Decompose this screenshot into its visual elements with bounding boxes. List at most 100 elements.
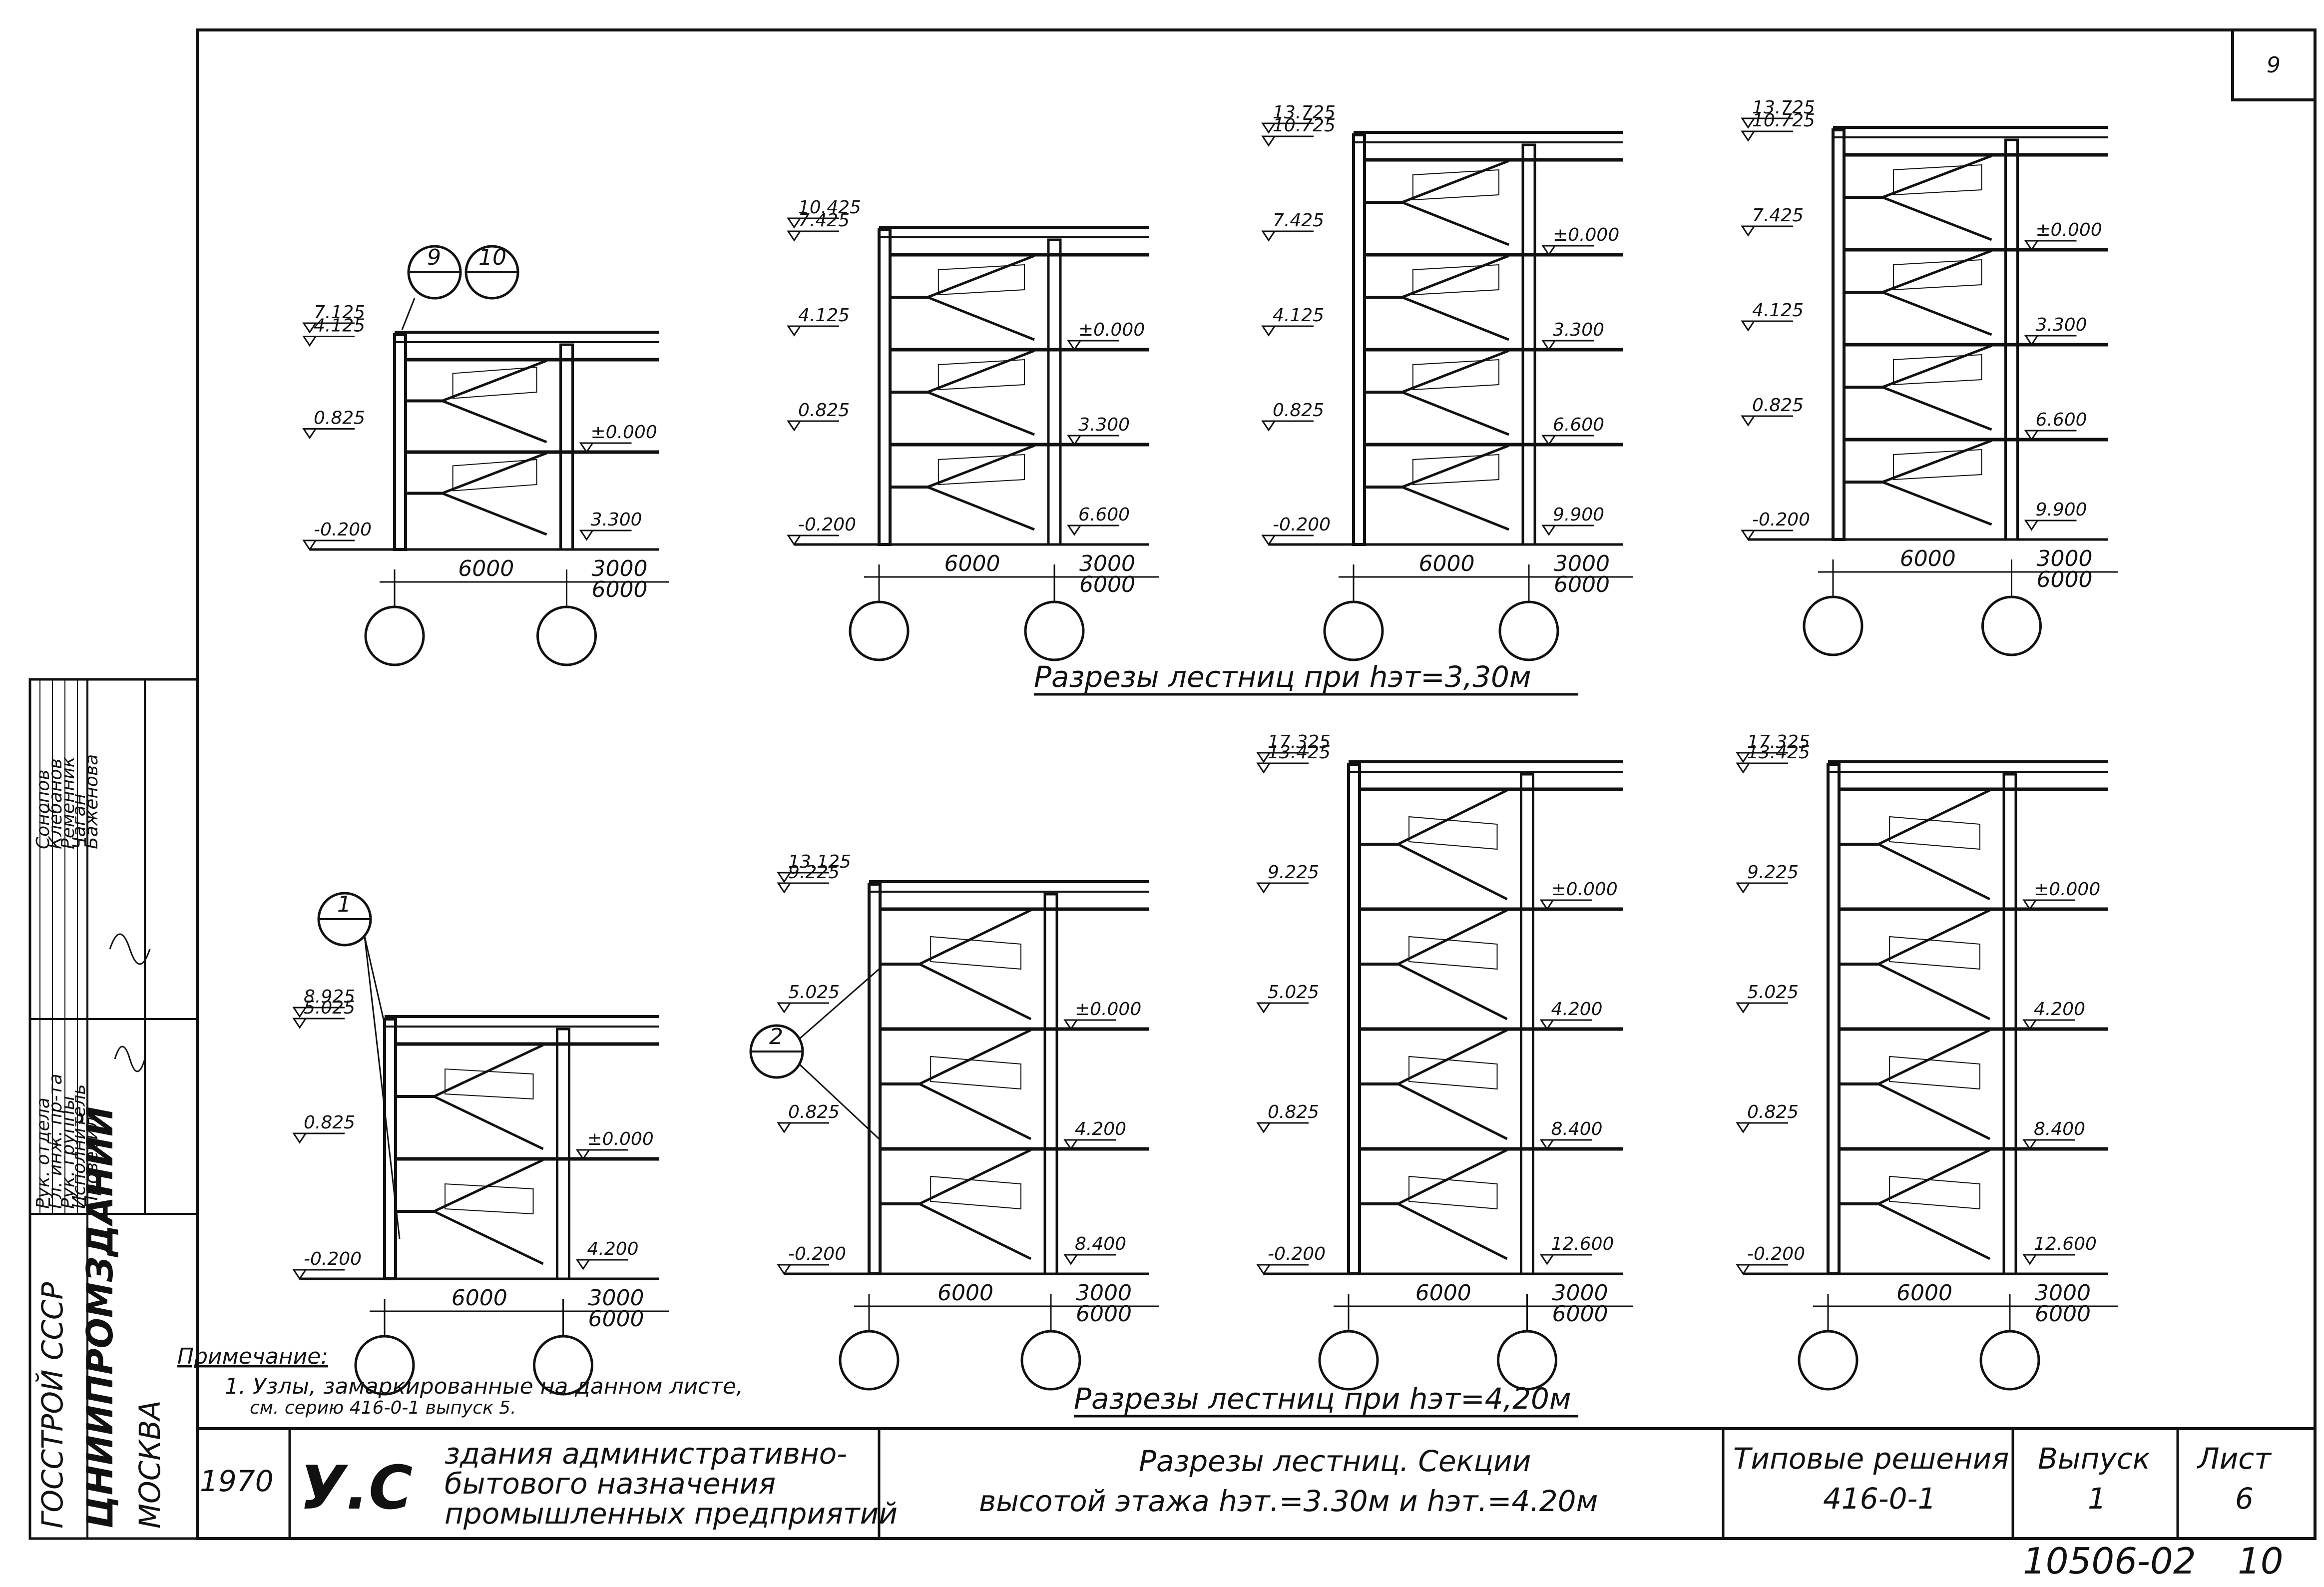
stair-flight <box>919 1148 1032 1205</box>
level-marker <box>777 882 792 894</box>
level-label: 4.200 <box>2034 999 2085 1020</box>
stair-railing <box>1412 454 1499 486</box>
corner-box <box>2231 28 2317 101</box>
axis-circle <box>1498 600 1559 661</box>
stair-flight <box>1882 249 1992 294</box>
level-label: ±0.000 <box>1553 225 1619 245</box>
mark-9: 9 <box>427 245 441 270</box>
axis-circle <box>1323 600 1384 661</box>
level-label: 7.425 <box>1752 205 1804 226</box>
level-marker <box>1736 1002 1751 1014</box>
stair-flight <box>1877 1202 1991 1260</box>
stair-railing <box>1889 1175 1980 1210</box>
level-marker <box>2024 520 2039 531</box>
level-label: 4.125 <box>314 316 365 336</box>
stair-railing <box>1408 816 1498 850</box>
level-label: -0.200 <box>1752 510 1810 530</box>
stair-railing <box>1412 169 1499 201</box>
axis-circle <box>364 605 425 666</box>
stamp-role-3: Рук. группы <box>58 1096 78 1209</box>
level-label: 7.425 <box>1273 210 1324 231</box>
level-marker <box>777 1122 792 1133</box>
stair-railing <box>1893 259 1982 291</box>
level-label: 3.300 <box>591 510 642 530</box>
dimension-label: 6000 <box>1900 546 1956 571</box>
stair-railing <box>930 1056 1021 1090</box>
dimension-label: 6000 <box>458 556 514 581</box>
stair-railing <box>1893 449 1982 481</box>
stamp-org-2: ЦНИИПРОМЗДАНИЙ <box>79 1106 121 1529</box>
stamp-name-3: Ременник <box>58 756 78 849</box>
stamp-role-5: Проверил <box>81 1116 102 1209</box>
caption-top: Разрезы лестниц при hэт=3,30м <box>1034 660 1531 694</box>
stair-flight <box>1397 963 1508 1021</box>
note-line-1: 1. Узлы, замаркированные на данном листе… <box>225 1374 743 1399</box>
corner-number: 9 <box>2267 52 2281 78</box>
mark-10: 10 <box>478 245 506 270</box>
stamp-name-1: Сонопов <box>33 769 53 849</box>
level-marker <box>1736 762 1751 774</box>
level-label: 3.300 <box>2036 315 2087 335</box>
stair-flight <box>1397 789 1508 846</box>
caption-bottom: Разрезы лестниц при hэт=4,20м <box>1074 1382 1571 1416</box>
level-label: 17.325 <box>1747 732 1810 752</box>
middle-column <box>1521 143 1536 546</box>
level-label: ±0.000 <box>1551 879 1618 900</box>
level-label: 10.725 <box>1273 115 1336 136</box>
level-label: 12.600 <box>2034 1234 2097 1254</box>
stair-flight <box>927 254 1035 299</box>
mark-2: 2 <box>769 1024 783 1050</box>
level-label: 4.125 <box>798 305 850 326</box>
stair-flight <box>1397 909 1508 966</box>
stair-flight <box>919 1029 1032 1085</box>
stair-railing <box>937 359 1025 391</box>
stair-flight <box>1401 159 1509 204</box>
level-marker <box>1261 420 1276 432</box>
level-marker <box>787 325 802 337</box>
signature-mark <box>109 933 151 965</box>
stamp-project-3: промышленных предприятий <box>445 1497 898 1531</box>
stair-flight <box>919 1202 1032 1260</box>
dimension-label: 3000 <box>1552 1280 1608 1306</box>
level-label: 8.400 <box>2034 1119 2085 1139</box>
stamp-role-4: Исполнитель <box>69 1084 89 1209</box>
stair-flight <box>1401 444 1509 489</box>
left-wall <box>1832 128 1846 541</box>
dimension-label: 6000 <box>1554 572 1610 597</box>
level-label: 13.425 <box>1268 742 1331 763</box>
dimension-label: 6000 <box>1076 1301 1132 1327</box>
level-label: 4.200 <box>1551 999 1603 1020</box>
level-marker <box>292 1132 307 1144</box>
left-wall <box>878 228 892 546</box>
stair-flight <box>1877 789 1991 846</box>
level-marker <box>1261 534 1276 546</box>
stair-flight <box>1877 963 1991 1021</box>
dimension-label: 3000 <box>2037 546 2093 571</box>
middle-column <box>2002 773 2017 1275</box>
stair-flight <box>442 400 547 444</box>
level-label: 5.025 <box>1747 982 1799 1003</box>
level-marker <box>1256 1002 1271 1014</box>
stair-railing <box>452 459 537 492</box>
level-marker <box>1541 525 1556 536</box>
dimension-label: 6000 <box>1415 1280 1471 1306</box>
stair-railing <box>1412 264 1499 296</box>
axis-circle <box>1803 595 1863 656</box>
level-label: 8.400 <box>1551 1119 1603 1139</box>
level-label: 8.925 <box>304 987 355 1007</box>
level-marker <box>1736 1264 1751 1275</box>
level-label: -0.200 <box>1268 1244 1326 1264</box>
stair-flight <box>927 486 1035 531</box>
sheet-label: Лист <box>2197 1442 2272 1476</box>
level-label: 7.425 <box>798 210 850 231</box>
stair-flight <box>1401 349 1509 394</box>
left-wall <box>1827 763 1841 1275</box>
level-marker <box>302 336 317 347</box>
level-label: 4.125 <box>1273 305 1324 326</box>
stamp-name-2: Клебанов <box>45 758 66 849</box>
